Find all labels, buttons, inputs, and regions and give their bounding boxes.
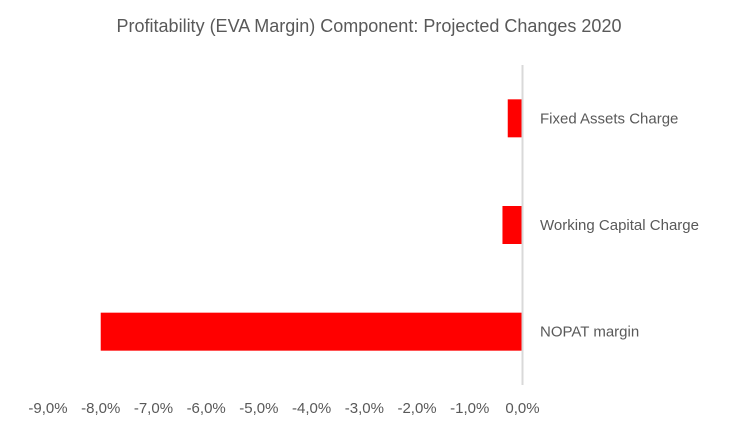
tick-label: -2,0% (397, 400, 436, 417)
tick-label: -6,0% (187, 400, 226, 417)
tick-label: -1,0% (450, 400, 489, 417)
bar (100, 312, 523, 351)
tick-label: -9,0% (28, 400, 67, 417)
tick-label: -7,0% (134, 400, 173, 417)
tick-label: -4,0% (292, 400, 331, 417)
category-label: Working Capital Charge (540, 217, 699, 234)
tick-label: -5,0% (239, 400, 278, 417)
chart-title: Profitability (EVA Margin) Component: Pr… (116, 16, 622, 36)
tick-label: -3,0% (345, 400, 384, 417)
tick-label: -8,0% (81, 400, 120, 417)
bar (502, 206, 523, 244)
category-label: NOPAT margin (540, 324, 639, 341)
tick-label: 0,0% (505, 400, 539, 417)
bar (507, 99, 523, 138)
category-label: Fixed Assets Charge (540, 110, 678, 127)
